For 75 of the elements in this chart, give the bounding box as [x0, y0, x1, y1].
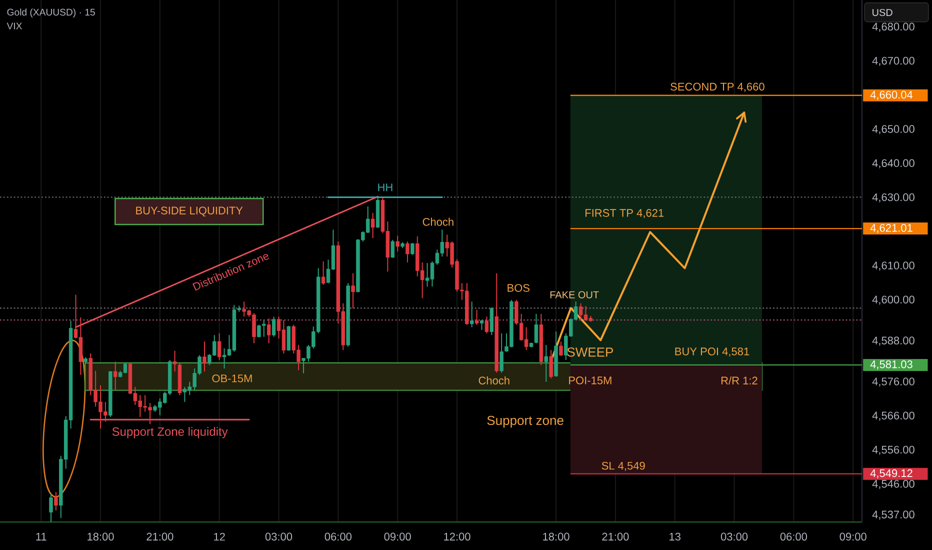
y-tick-label: 4,546.00 — [872, 480, 914, 490]
x-tick-label: 13 — [670, 532, 680, 541]
x-tick-label: 03:00 — [720, 532, 748, 541]
annotation: POI-15M — [569, 376, 612, 384]
y-tick-label: 4,630.00 — [872, 193, 914, 202]
ref-line-label: 4,660.04 — [870, 90, 913, 100]
candlestick — [202, 341, 206, 372]
y-axis-title: USD — [872, 8, 892, 16]
x-tick-label: 06:00 — [324, 532, 352, 541]
candlestick — [474, 309, 479, 326]
y-tick-label: 4,680.00 — [872, 22, 914, 32]
candlestick — [549, 350, 553, 379]
y-tick-label: 4,576.00 — [872, 378, 914, 387]
x-tick-label: 18:00 — [88, 532, 114, 541]
annotation: Choch — [422, 218, 454, 226]
annotation: Choch — [478, 376, 510, 384]
ref-line-label: 4,581.03 — [870, 360, 912, 370]
x-tick-label: 09:00 — [840, 532, 866, 541]
annotation: SECOND TP 4,660 — [670, 82, 764, 92]
y-tick-label: 4,650.00 — [872, 125, 914, 134]
candlestick — [390, 239, 394, 258]
annotation: SWEEP — [567, 348, 613, 357]
ref-line-label: 4,549.12 — [870, 469, 912, 478]
candlestick — [534, 313, 538, 344]
y-tick-label: 4,670.00 — [872, 56, 914, 66]
candlestick — [321, 260, 326, 286]
text: VIX — [6, 22, 22, 30]
y-tick-label: 4,600.00 — [872, 296, 914, 305]
candlestick — [370, 212, 375, 239]
x-tick-label: 21:00 — [602, 532, 629, 541]
candlestick — [480, 320, 484, 330]
y-tick-label: 4,556.00 — [872, 446, 914, 455]
series-label: HH — [378, 184, 392, 192]
candlestick — [272, 316, 276, 338]
x-tick-label: 12 — [214, 532, 225, 541]
annotation: R/R 1:2 — [721, 376, 758, 384]
candlestick — [410, 242, 414, 256]
x-tick-label: 09:00 — [384, 532, 411, 541]
x-tick-label: 03:00 — [265, 532, 292, 541]
candlestick — [172, 350, 177, 372]
candlestick — [470, 301, 474, 328]
candlestick — [406, 241, 410, 263]
y-tick-label: 4,588.00 — [872, 336, 914, 346]
text: Gold (XAUUSD) · 15 — [7, 8, 95, 18]
candlestick — [54, 491, 58, 511]
annotation: FIRST TP 4,621 — [586, 209, 664, 218]
y-tick-label: 4,566.00 — [872, 412, 914, 421]
annotation: Support zone — [487, 416, 564, 428]
candlestick — [396, 235, 400, 252]
candlestick — [351, 272, 355, 309]
x-tick-label: 12:00 — [444, 532, 470, 541]
x-tick-label: 11 — [36, 532, 46, 540]
ref-line-label: 4,621.01 — [870, 224, 912, 234]
x-tick-label: 18:00 — [543, 532, 570, 541]
annotation: SL 4,549 — [602, 462, 645, 471]
candlestick — [490, 306, 494, 336]
x-tick-label: 06:00 — [780, 532, 808, 541]
candlestick — [266, 318, 271, 344]
candlestick — [484, 316, 489, 334]
x-tick-label: 21:00 — [146, 532, 174, 541]
candlestick — [217, 332, 222, 360]
candlestick — [559, 341, 563, 356]
annotation: OB-15M — [212, 374, 252, 382]
candlestick — [544, 344, 548, 382]
series-label: Support Zone liquidity — [112, 427, 228, 438]
candlestick — [113, 361, 118, 390]
candlestick — [49, 493, 53, 523]
annotation: BOS — [508, 284, 530, 292]
annotation: BUY-SIDE LIQUIDITY — [136, 206, 243, 216]
annotation: FAKE OUT — [550, 291, 599, 298]
y-tick-label: 4,537.00 — [872, 510, 914, 520]
candlestick — [500, 332, 504, 374]
y-tick-label: 4,640.00 — [872, 159, 914, 168]
annotation: BUY POI 4,581 — [675, 348, 750, 357]
y-tick-label: 4,610.00 — [872, 262, 914, 271]
